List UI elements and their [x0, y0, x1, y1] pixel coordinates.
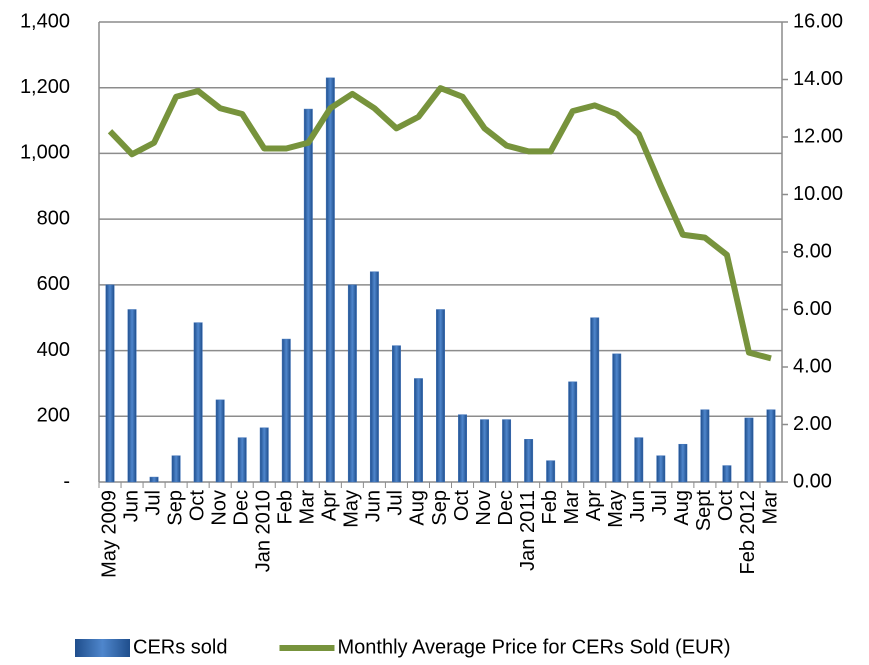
y2-tick-label: 12.00 [793, 125, 843, 147]
bar [259, 427, 269, 483]
x-tick-label: Jul [142, 490, 164, 516]
bar [171, 455, 181, 483]
legend-label: Monthly Average Price for CERs Sold (EUR… [337, 636, 730, 658]
y2-tick-label: 8.00 [793, 240, 832, 262]
bar [391, 345, 401, 483]
legend-label: CERs sold [133, 636, 227, 658]
x-tick-label: Jan 2010 [253, 490, 275, 572]
x-tick-label: Apr [319, 490, 341, 521]
x-tick-label: Aug [671, 490, 693, 526]
y2-tick-label: 14.00 [793, 68, 843, 90]
bar [347, 284, 357, 483]
x-tick-label: Jun [627, 490, 649, 522]
x-tick-label: Jun [120, 490, 142, 522]
bar [149, 476, 159, 483]
bar [414, 378, 423, 483]
y-tick-label: 800 [37, 207, 70, 229]
x-tick-label: Mar [561, 490, 583, 525]
bar [369, 271, 379, 483]
bar [193, 322, 203, 483]
y-tick-label: - [63, 470, 70, 492]
x-tick-label: Jan 2011 [517, 490, 539, 571]
bar [303, 108, 313, 483]
y-tick-label: 1,400 [20, 10, 70, 32]
x-tick-label: Feb [275, 490, 297, 524]
x-tick-label: May [341, 490, 363, 528]
bar [524, 439, 534, 483]
x-tick-label: Sep [164, 490, 186, 526]
y-tick-label: 1,000 [20, 142, 70, 164]
bar [568, 381, 578, 483]
y2-tick-label: 4.00 [793, 355, 832, 377]
bar [105, 284, 115, 483]
bar [546, 460, 556, 483]
bar [281, 338, 291, 483]
bar [325, 77, 335, 483]
y2-tick-label: 16.00 [793, 10, 843, 32]
bar [480, 419, 490, 483]
x-tick-label: Feb 2012 [737, 490, 759, 575]
bar [590, 317, 600, 483]
bar [634, 437, 644, 483]
bar [215, 399, 225, 483]
x-tick-label: Jun [363, 490, 385, 522]
x-tick-label: Dec [230, 490, 252, 526]
x-tick-label: Oct [715, 490, 737, 522]
x-tick-label: Mar [759, 490, 781, 525]
x-tick-label: Dec [495, 490, 517, 526]
bar [700, 409, 710, 483]
y-tick-label: 600 [37, 273, 70, 295]
x-tick-label: Nov [208, 490, 230, 526]
bar [678, 443, 688, 483]
x-tick-label: May [605, 490, 627, 528]
x-tick-label: Mar [297, 490, 319, 525]
legend-swatch [75, 639, 130, 657]
bar [237, 437, 247, 483]
x-tick-label: Jul [649, 490, 671, 516]
x-tick-label: Oct [451, 490, 473, 522]
x-tick-label: Sept [693, 490, 715, 532]
bar [502, 419, 512, 483]
x-tick-label: Nov [473, 490, 495, 526]
y2-tick-label: 2.00 [793, 413, 832, 435]
x-tick-label: Sep [429, 490, 451, 526]
x-tick-label: Apr [583, 490, 605, 521]
line [107, 85, 772, 362]
x-tick-label: Aug [407, 490, 429, 526]
x-tick-label: Jul [385, 490, 407, 516]
bar [458, 414, 467, 483]
x-tick-label: Feb [539, 490, 561, 524]
y2-tick-label: 6.00 [793, 298, 832, 320]
bar [744, 417, 754, 483]
x-tick-label: Oct [186, 490, 208, 522]
bar [127, 309, 137, 483]
bar [612, 353, 622, 483]
bar [722, 465, 732, 483]
y-tick-label: 200 [37, 405, 70, 427]
y2-tick-label: 0.00 [793, 470, 832, 492]
bar [766, 409, 776, 483]
x-tick-label: May 2009 [98, 490, 120, 578]
bar [436, 309, 445, 483]
y2-tick-label: 10.00 [793, 183, 843, 205]
y-tick-label: 1,200 [20, 76, 70, 98]
bar [656, 455, 666, 483]
y-tick-label: 400 [37, 339, 70, 361]
